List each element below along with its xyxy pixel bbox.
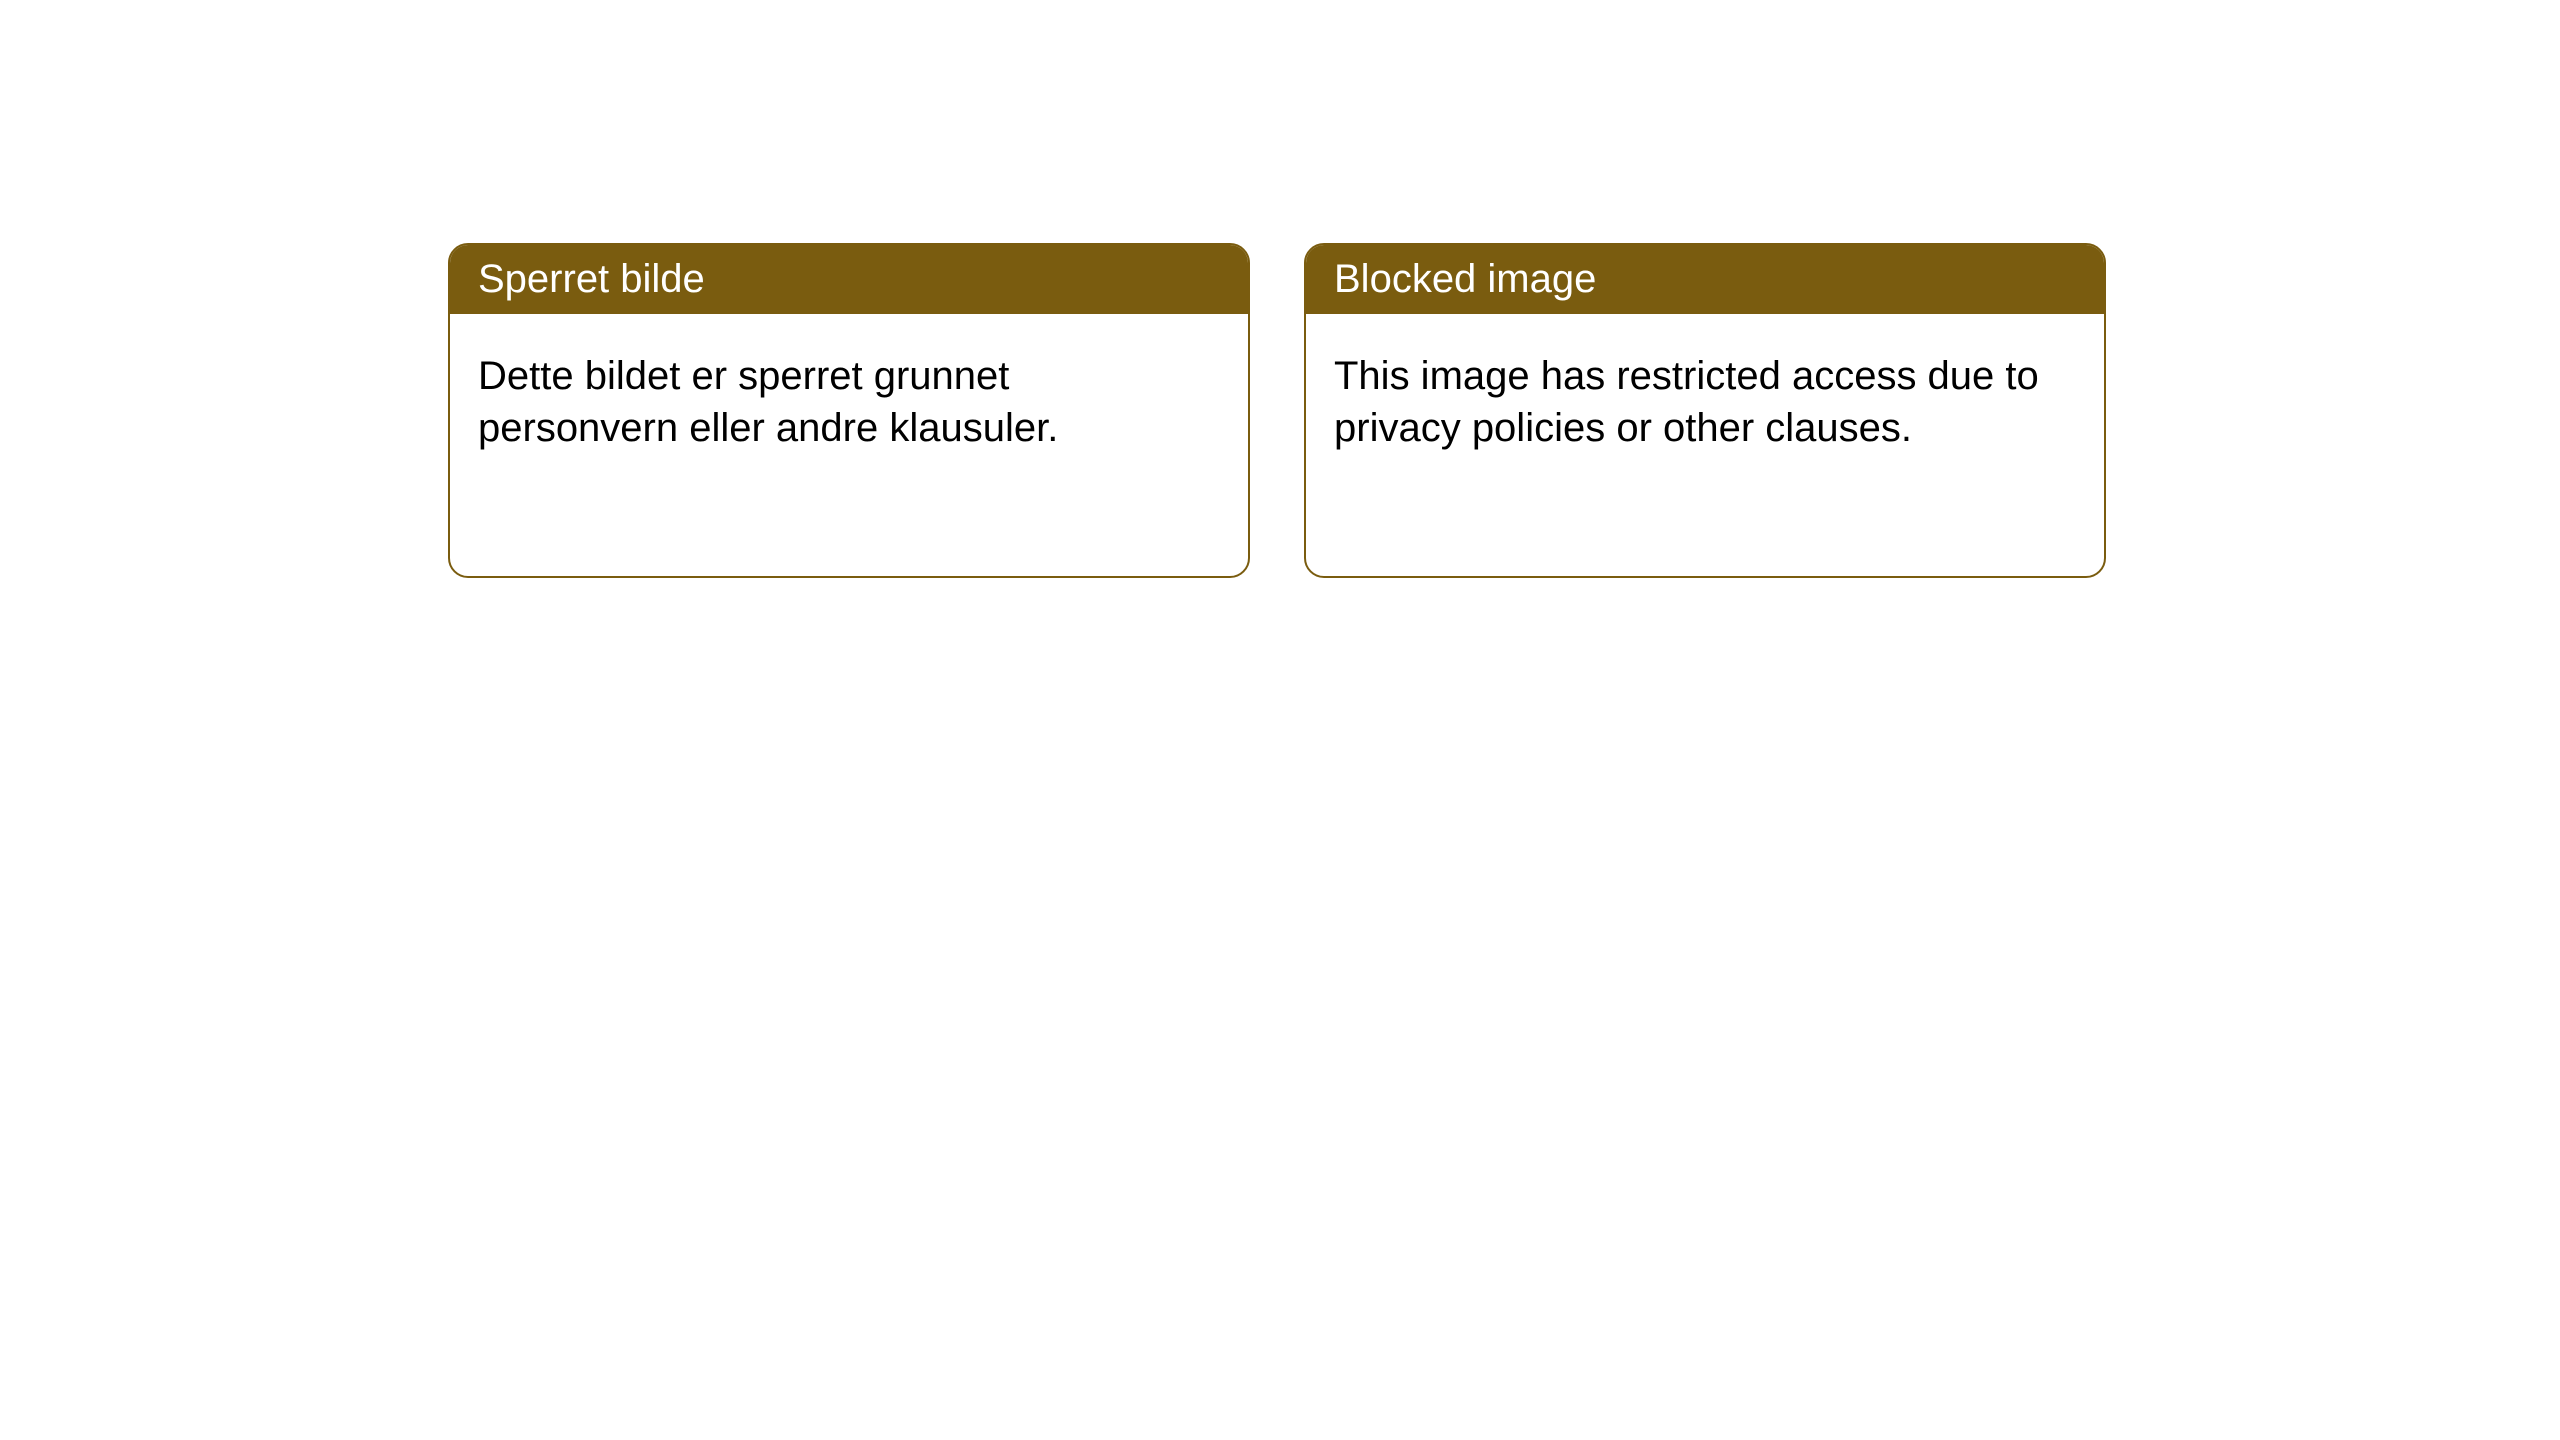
notice-body-text: This image has restricted access due to … — [1334, 354, 2039, 450]
notice-body: Dette bildet er sperret grunnet personve… — [450, 314, 1248, 490]
notice-body-text: Dette bildet er sperret grunnet personve… — [478, 354, 1058, 450]
notice-container: Sperret bilde Dette bildet er sperret gr… — [448, 243, 2106, 578]
notice-header: Sperret bilde — [450, 245, 1248, 314]
notice-title: Sperret bilde — [478, 257, 705, 301]
notice-box-norwegian: Sperret bilde Dette bildet er sperret gr… — [448, 243, 1250, 578]
notice-body: This image has restricted access due to … — [1306, 314, 2104, 490]
notice-title: Blocked image — [1334, 257, 1596, 301]
notice-header: Blocked image — [1306, 245, 2104, 314]
notice-box-english: Blocked image This image has restricted … — [1304, 243, 2106, 578]
